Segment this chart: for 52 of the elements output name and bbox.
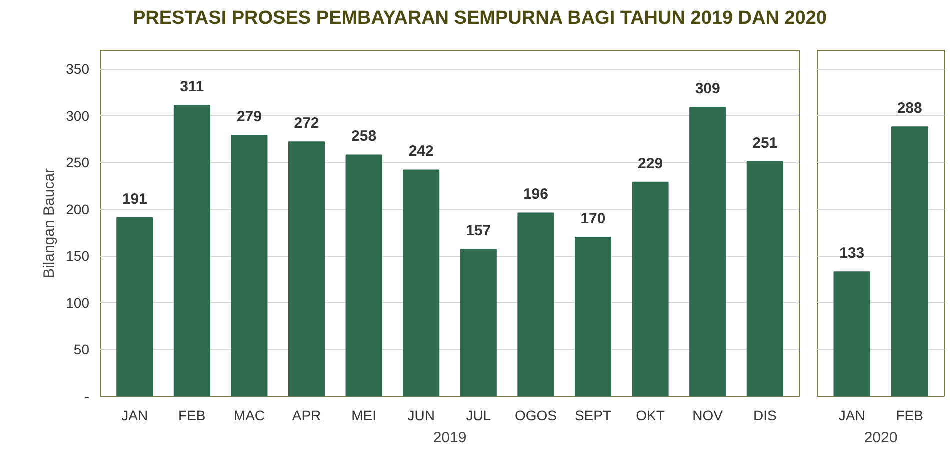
bar — [288, 142, 326, 396]
data-label: 191 — [122, 190, 148, 208]
y-tick-label: - — [84, 388, 90, 404]
y-tick-label: 200 — [66, 201, 90, 218]
x-tick-label: JAN — [838, 408, 866, 424]
x-axis-title: 2019 — [433, 430, 467, 446]
bar — [460, 249, 497, 396]
bar — [574, 237, 612, 396]
data-label: 309 — [695, 80, 720, 98]
bar — [690, 107, 726, 396]
x-tick-label: DIS — [753, 408, 777, 424]
y-tick-label: 150 — [66, 248, 90, 264]
x-tick-label: OGOS — [514, 408, 557, 424]
x-axis-title: 2020 — [864, 430, 898, 446]
bar — [518, 212, 554, 396]
x-tick-label: FEB — [178, 408, 206, 424]
data-label: 170 — [580, 210, 606, 228]
y-tick-label: 50 — [74, 342, 90, 358]
data-label: 258 — [352, 128, 377, 146]
y-axis-title: Bilangan Baucar — [41, 168, 58, 279]
bar — [632, 182, 669, 396]
data-label: 242 — [408, 143, 434, 160]
bar — [346, 154, 382, 396]
data-label: 251 — [752, 134, 778, 152]
x-tick-label: JAN — [122, 408, 148, 424]
x-tick-label: NOV — [692, 408, 724, 424]
data-label: 196 — [523, 186, 548, 204]
data-label: 311 — [180, 78, 204, 96]
data-label: 272 — [294, 115, 320, 132]
bar — [116, 217, 154, 396]
bar — [746, 161, 784, 396]
x-tick-label: FEB — [896, 408, 924, 424]
x-tick-label: APR — [292, 408, 322, 424]
data-label: 229 — [638, 155, 664, 172]
x-tick-label: OKT — [636, 408, 666, 424]
y-tick-label: 100 — [66, 294, 90, 311]
bar — [231, 135, 268, 396]
y-tick-label: 300 — [66, 108, 90, 124]
x-tick-label: MEI — [352, 408, 377, 424]
x-tick-label: SEPT — [574, 408, 612, 424]
data-label: 157 — [466, 222, 492, 240]
x-tick-label: MAC — [234, 408, 266, 424]
y-tick-label: 250 — [66, 154, 90, 171]
bar — [403, 170, 440, 396]
y-tick-label: 350 — [66, 61, 90, 78]
data-label: 133 — [840, 245, 865, 262]
x-tick-label: JUL — [466, 408, 492, 424]
x-tick-label: JUN — [408, 408, 435, 424]
data-label: 279 — [236, 108, 262, 126]
bar — [174, 105, 210, 396]
data-label: 288 — [897, 100, 922, 118]
chart-title: PRESTASI PROSES PEMBAYARAN SEMPURNA BAGI TAHUN 2019 DAN 2020 — [132, 7, 828, 31]
